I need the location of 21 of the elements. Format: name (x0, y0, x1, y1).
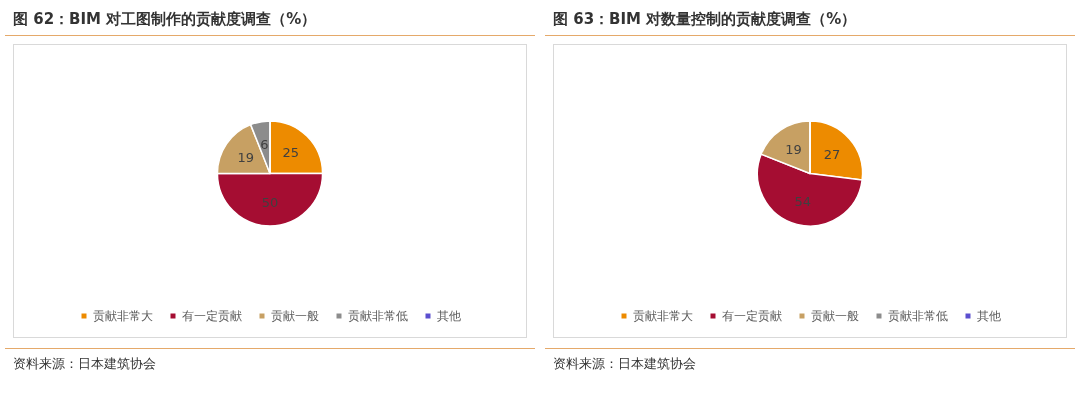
data-label: 54 (794, 194, 811, 210)
legend-label: 贡献非常大 (92, 309, 153, 323)
data-label: 19 (237, 149, 255, 165)
data-label: 25 (282, 145, 299, 161)
legend-label: 贡献非常低 (887, 309, 948, 323)
legend-label: 其他 (976, 309, 1001, 323)
data-label: 6 (260, 137, 269, 153)
legend-label: 其他 (436, 309, 461, 323)
legend-label: 有一定贡献 (721, 309, 782, 323)
legend-label: 贡献一般 (810, 309, 859, 323)
chart-title: 图 62：BIM 对工图制作的贡献度调查（%） (5, 0, 535, 36)
legend-label: 贡献一般 (270, 309, 319, 323)
data-label: 27 (823, 146, 841, 162)
data-label: 50 (261, 195, 279, 211)
text: 资料来源：日本建筑协会 (5, 348, 535, 373)
legend-label: 有一定贡献 (181, 309, 242, 323)
legend-label: 贡献非常大 (632, 309, 693, 323)
legend-label: 贡献非常低 (347, 309, 408, 323)
text: 资料来源：日本建筑协会 (545, 348, 1075, 373)
chart-title: 图 63：BIM 对数量控制的贡献度调查（%） (545, 0, 1075, 36)
data-label: 19 (785, 141, 802, 157)
